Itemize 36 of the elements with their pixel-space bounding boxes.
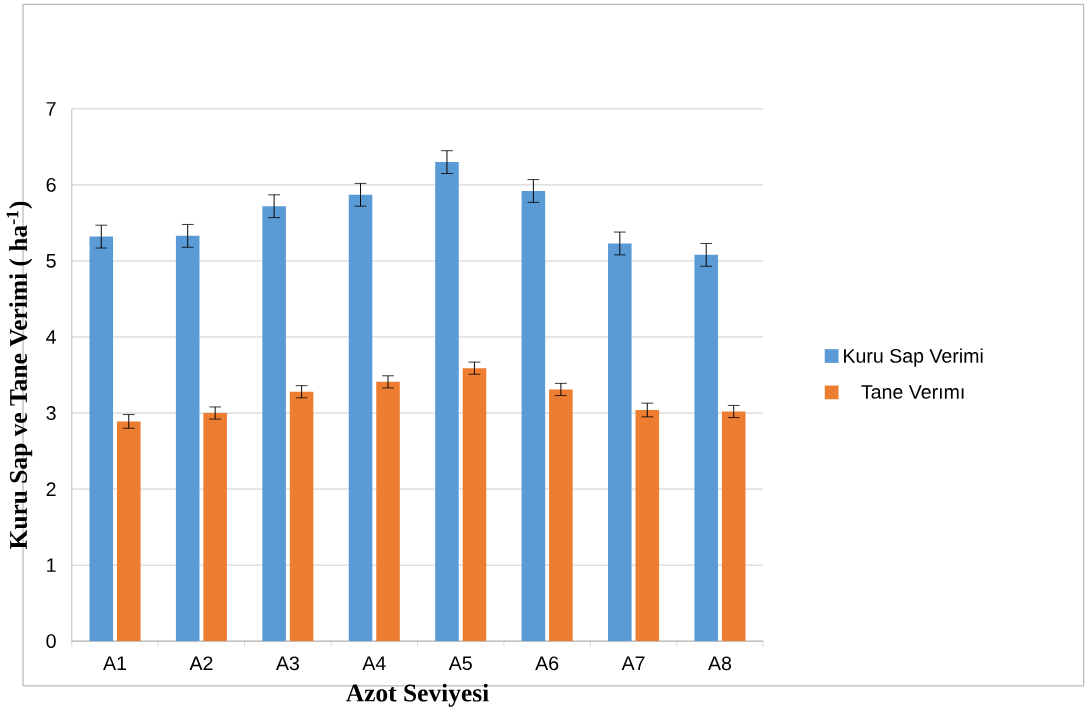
bar xyxy=(462,367,487,641)
x-tick-label: A1 xyxy=(103,656,127,670)
y-tick-label: 0 xyxy=(46,634,56,648)
bar xyxy=(694,254,719,641)
y-tick-label: 4 xyxy=(46,330,56,344)
x-tick-label: A7 xyxy=(621,656,645,670)
bar xyxy=(435,161,459,641)
x-axis-title: Azot Seviyesi xyxy=(346,683,489,707)
legend-label: Tane Verımı xyxy=(861,384,964,399)
y-tick-label: 5 xyxy=(46,253,56,268)
bar xyxy=(521,190,546,641)
bar xyxy=(721,411,746,641)
legend-label: Kuru Sap Verimi xyxy=(844,348,983,367)
bar xyxy=(549,389,573,641)
bar xyxy=(376,381,400,641)
y-tick-label: 3 xyxy=(46,405,56,420)
y-tick-label: 2 xyxy=(46,482,56,496)
x-tick-label: A2 xyxy=(189,656,213,670)
bar xyxy=(608,243,632,641)
bar xyxy=(175,235,200,641)
y-tick-label: 7 xyxy=(46,101,56,116)
y-tick-label: 1 xyxy=(47,558,56,572)
x-tick-label: A6 xyxy=(535,656,559,671)
x-tick-label: A4 xyxy=(362,656,386,670)
y-axis-title: Kuru Sap ve Tane Verimi ( ha$^{-1}$) xyxy=(6,201,33,549)
y-tick-label: 6 xyxy=(46,177,56,192)
bar xyxy=(635,409,660,641)
bar xyxy=(348,194,373,641)
bar xyxy=(203,412,227,641)
x-tick-label: A3 xyxy=(275,656,299,671)
bar xyxy=(262,206,286,641)
x-tick-label: A8 xyxy=(708,656,732,671)
x-tick-label: A5 xyxy=(448,656,472,670)
bar xyxy=(116,421,141,641)
bar xyxy=(89,236,114,641)
bar xyxy=(289,391,314,641)
